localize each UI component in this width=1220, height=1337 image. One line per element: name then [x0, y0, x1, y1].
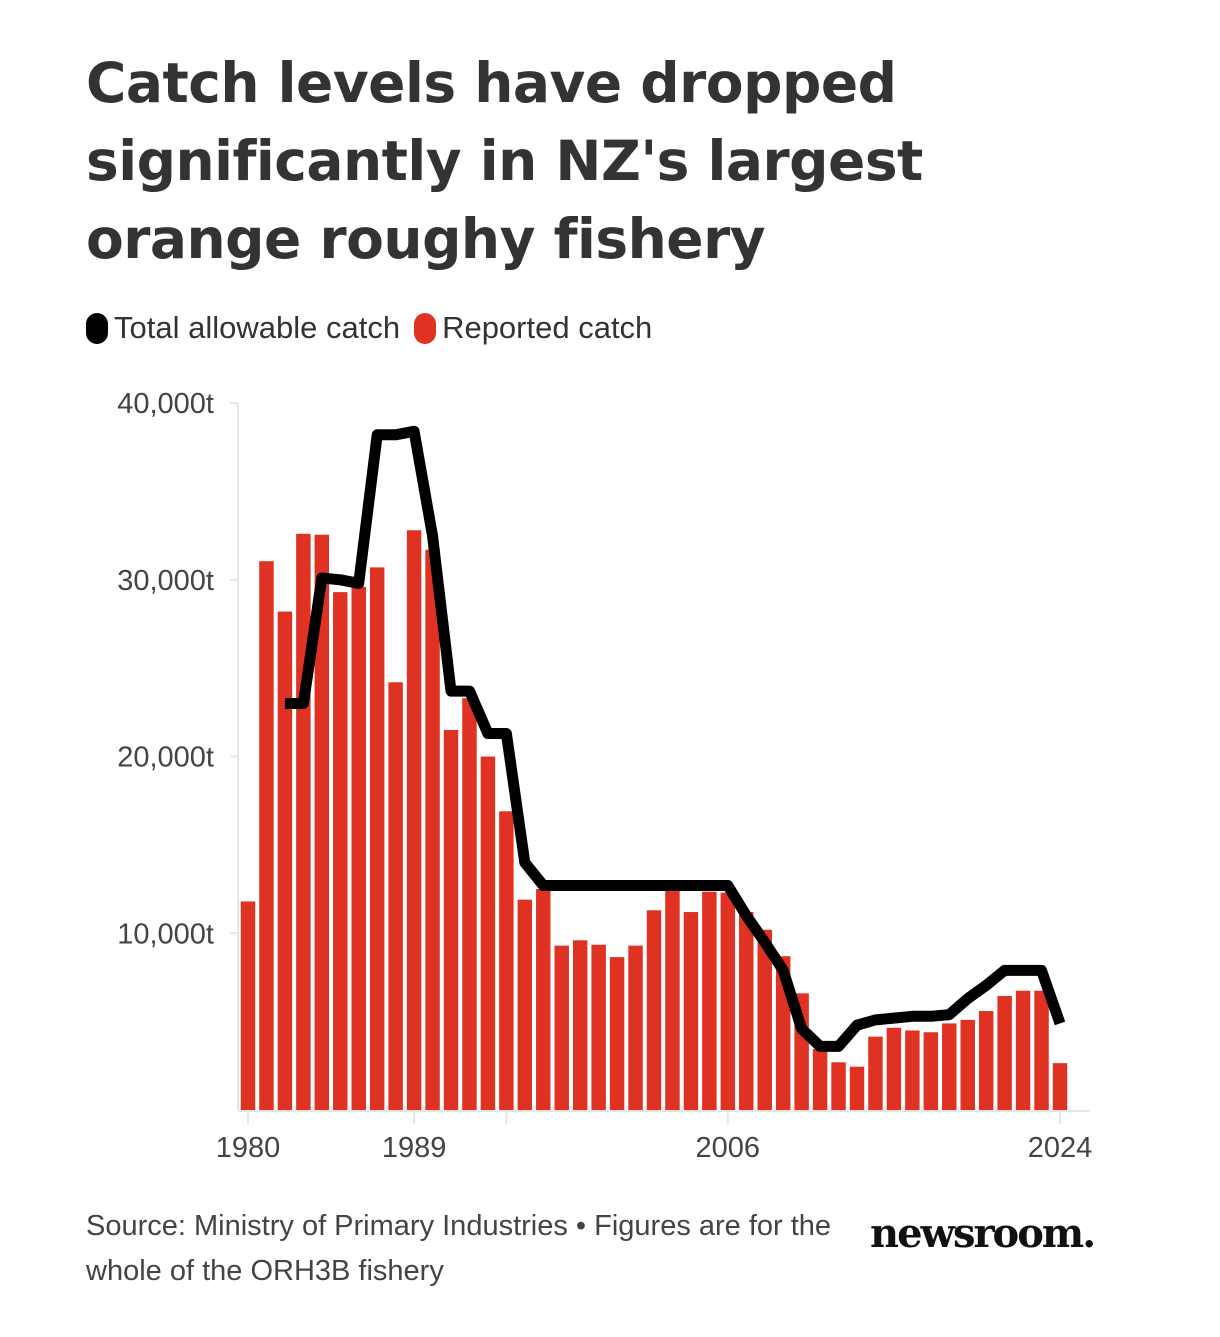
bar-reported-catch-2001 [628, 945, 643, 1110]
bar-reported-catch-2013 [849, 1066, 865, 1110]
legend-item-total-allowable-catch: Total allowable catch [86, 310, 400, 346]
black-pill-swatch-icon [86, 312, 108, 344]
newsroom-logo: newsroom. [870, 1210, 1096, 1257]
bar-reported-catch-2015 [886, 1027, 902, 1110]
legend-item-reported-catch: Reported catch [414, 310, 652, 346]
line-total-allowable-catch [284, 425, 1066, 1052]
bar-reported-catch-2004 [683, 912, 699, 1110]
bar-reported-catch-1992 [462, 698, 477, 1110]
bar-reported-catch-2023 [1034, 990, 1049, 1110]
bar-reported-catch-1989 [406, 530, 422, 1110]
bar-reported-catch-2024 [1052, 1063, 1068, 1110]
bar-reported-catch-2016 [905, 1030, 920, 1110]
bar-reported-catch-1984 [314, 534, 330, 1110]
bar-reported-catch-2014 [868, 1036, 883, 1110]
legend-label: Reported catch [442, 310, 653, 345]
bar-reported-catch-1994 [499, 811, 514, 1110]
bar-reported-catch-2007 [739, 912, 754, 1110]
y-tick-label: 30,000t [117, 565, 214, 597]
chart-title: Catch levels have dropped significantly … [86, 51, 923, 271]
source-note: Source: Ministry of Primary Industries •… [86, 1210, 832, 1287]
bar-reported-catch-2020 [978, 1011, 994, 1110]
y-tick-label: 10,000t [117, 918, 214, 950]
bar-reported-catch-1990 [425, 549, 440, 1110]
bar-reported-catch-2000 [609, 957, 625, 1110]
bar-reported-catch-2018 [942, 1023, 957, 1110]
y-tick-label: 40,000t [117, 388, 214, 420]
x-tick-label: 2006 [696, 1132, 761, 1164]
bar-reported-catch-2019 [960, 1019, 975, 1110]
bars-reported-catch [240, 530, 1068, 1110]
bar-reported-catch-2011 [812, 1049, 828, 1110]
bar-reported-catch-1980 [240, 901, 256, 1110]
legend: Total allowable catch Reported catch [86, 310, 666, 346]
axis-labels: 10,000t 20,000t 30,000t 40,000t 1980 1989 2006… [117, 388, 1092, 1164]
bar-reported-catch-2006 [720, 892, 736, 1110]
y-tick-label: 20,000t [117, 742, 214, 774]
x-tick-label: 2024 [1028, 1132, 1093, 1164]
chart-plot: 10,000t 20,000t 30,000t 40,000t 1980 1989 2006… [117, 388, 1092, 1164]
bar-reported-catch-1985 [333, 592, 348, 1110]
bar-reported-catch-1988 [388, 682, 403, 1110]
line-total-allowable-catch-path [284, 425, 1066, 1052]
bar-reported-catch-1998 [572, 940, 588, 1110]
bar-reported-catch-1996 [536, 889, 551, 1110]
bar-reported-catch-2008 [757, 929, 772, 1110]
bar-reported-catch-1995 [517, 899, 533, 1110]
x-tick-label: 1980 [216, 1132, 281, 1164]
bar-reported-catch-2002 [646, 910, 662, 1110]
bar-reported-catch-1987 [369, 567, 385, 1110]
red-pill-swatch-icon [414, 312, 437, 344]
bar-reported-catch-2005 [702, 891, 717, 1110]
bar-reported-catch-1991 [443, 729, 459, 1110]
bar-reported-catch-2017 [923, 1032, 939, 1110]
bar-reported-catch-1981 [259, 561, 274, 1110]
legend-label: Total allowable catch [114, 310, 401, 345]
bar-reported-catch-2021 [997, 995, 1012, 1110]
axes [230, 402, 1090, 1124]
bar-reported-catch-2022 [1015, 990, 1031, 1110]
bar-reported-catch-1999 [591, 944, 606, 1110]
bar-reported-catch-1983 [296, 533, 311, 1110]
bar-reported-catch-1982 [277, 611, 293, 1110]
bar-reported-catch-1993 [480, 756, 496, 1110]
bar-reported-catch-2012 [831, 1062, 846, 1110]
bar-reported-catch-1997 [554, 945, 569, 1110]
bar-reported-catch-1986 [351, 586, 366, 1110]
x-tick-label: 1989 [382, 1132, 447, 1164]
bar-reported-catch-2003 [665, 889, 680, 1110]
